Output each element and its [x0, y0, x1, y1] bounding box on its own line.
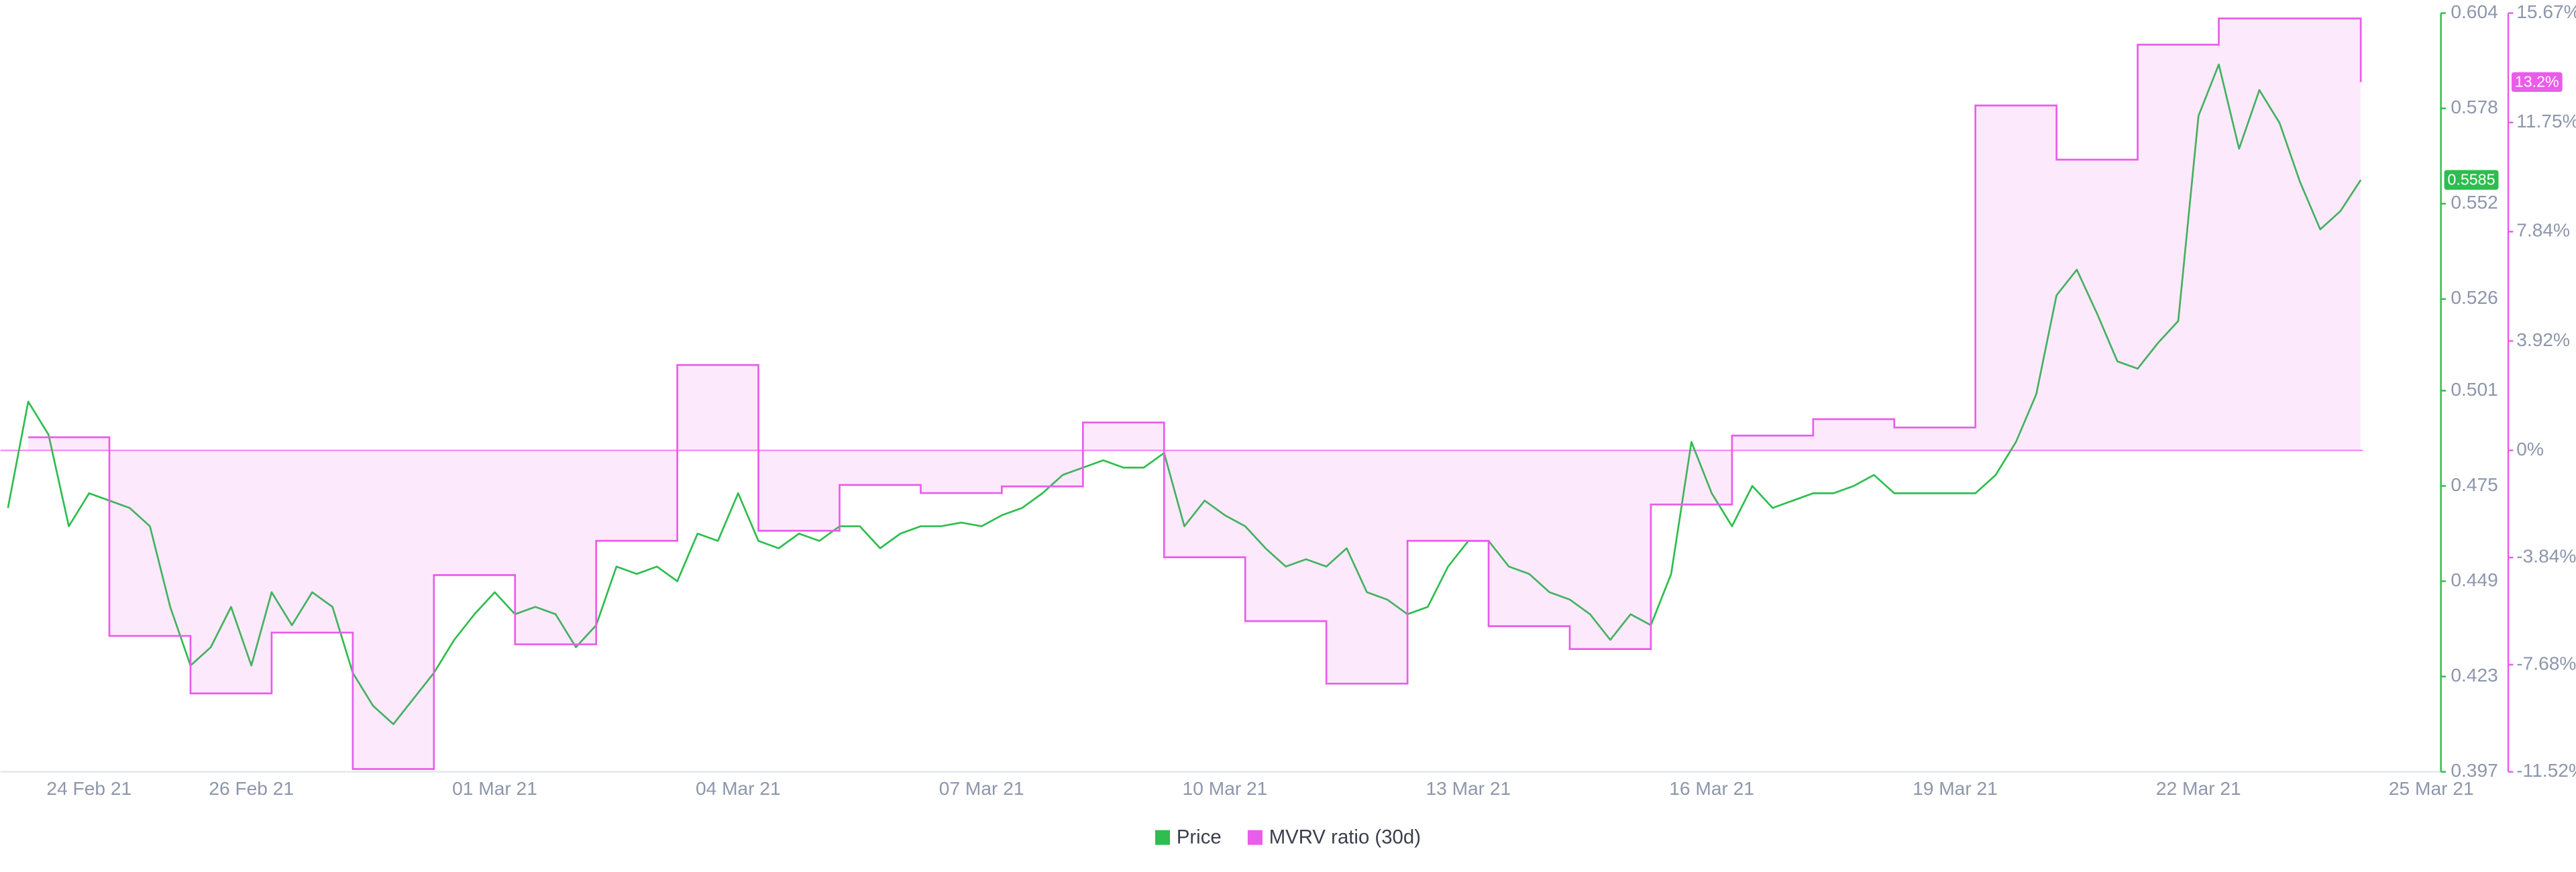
y2-tick-label: 15.67%: [2516, 1, 2576, 22]
y-tick-label: 0.526: [2451, 287, 2498, 308]
x-tick-label: 01 Mar 21: [452, 778, 537, 799]
x-tick-label: 26 Feb 21: [209, 778, 294, 799]
y-tick-label: 0.552: [2451, 192, 2498, 213]
last-value-badge: 13.2%: [2511, 72, 2563, 93]
x-tick-label: 07 Mar 21: [939, 778, 1024, 799]
last-value-label: 13.2%: [2515, 73, 2559, 91]
legend: Price MVRV ratio (30d): [1155, 826, 1421, 849]
x-tick-label: 13 Mar 21: [1426, 778, 1511, 799]
y2-tick-label: 3.92%: [2516, 329, 2570, 350]
x-tick-label: 16 Mar 21: [1669, 778, 1754, 799]
y2-tick-label: -7.68%: [2516, 653, 2576, 673]
y-tick-label: 0.578: [2451, 97, 2498, 117]
y-tick-label: 0.604: [2451, 1, 2498, 22]
x-tick-label: 22 Mar 21: [2156, 778, 2241, 799]
y2-tick-label: -3.84%: [2516, 546, 2576, 567]
y-tick-label: 0.475: [2451, 474, 2498, 495]
mvrv-line: [28, 17, 2362, 770]
y2-tick-label: 0%: [2516, 439, 2544, 459]
last-value-box: [2511, 72, 2563, 93]
y2-tick-label: 11.75%: [2516, 111, 2576, 131]
mvrv-area: [28, 18, 2361, 769]
legend-label: Price: [1177, 826, 1222, 849]
y-tick-label: 0.449: [2451, 569, 2498, 590]
x-tick-label: 24 Feb 21: [46, 778, 131, 799]
y2-tick-label: 7.84%: [2516, 220, 2570, 241]
last-value-box: [2444, 170, 2499, 190]
y-tick-label: 0.397: [2451, 760, 2498, 781]
last-value-badge: 0.5585: [2444, 170, 2499, 190]
x-tick-label: 19 Mar 21: [1913, 778, 1998, 799]
x-tick-label: 10 Mar 21: [1183, 778, 1268, 799]
legend-swatch: [1155, 830, 1171, 845]
x-tick-label: 25 Mar 21: [2389, 778, 2474, 799]
legend-item[interactable]: Price: [1155, 826, 1222, 849]
y-tick-label: 0.423: [2451, 665, 2498, 686]
legend-label: MVRV ratio (30d): [1269, 826, 1421, 849]
y-tick-label: 0.501: [2451, 379, 2498, 400]
y2-tick-label: -11.52%: [2516, 760, 2576, 781]
price-line: [7, 63, 2362, 725]
x-tick-label: 04 Mar 21: [696, 778, 781, 799]
legend-item[interactable]: MVRV ratio (30d): [1247, 826, 1421, 849]
last-value-label: 0.5585: [2447, 171, 2495, 188]
legend-swatch: [1247, 830, 1263, 845]
